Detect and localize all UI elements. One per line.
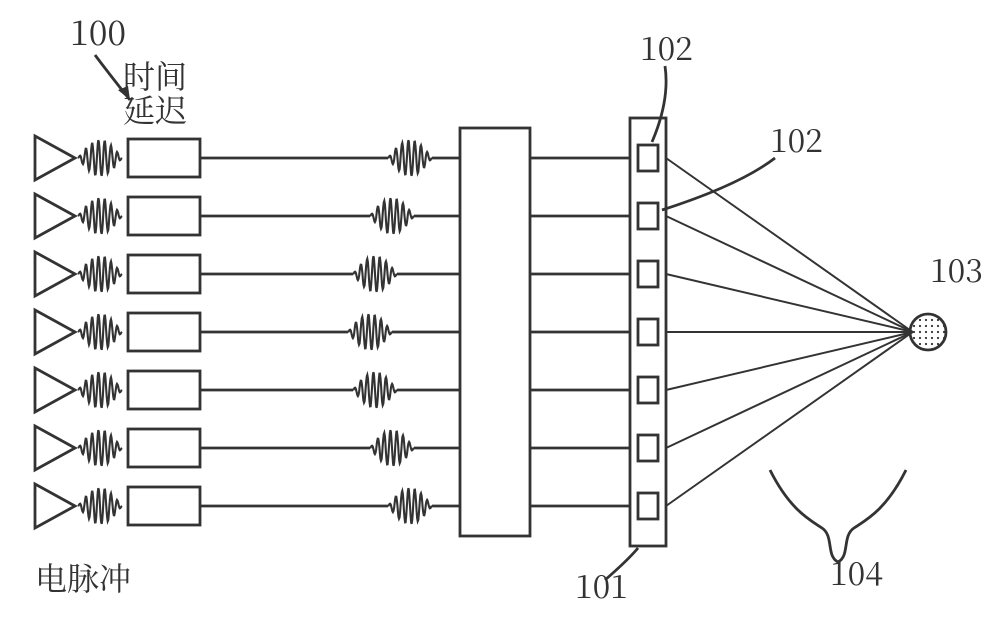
array-element — [638, 377, 658, 403]
leader-102-second — [662, 158, 775, 210]
beam-line — [666, 216, 913, 332]
figure-number-label: 100 — [70, 6, 126, 55]
burst-post-delay — [388, 140, 432, 176]
beam-line — [666, 332, 913, 448]
time-delay-label-2: 延迟 — [123, 86, 187, 132]
source-triangle — [35, 252, 75, 296]
burst-pre-delay — [78, 372, 122, 408]
ref-104: 104 — [830, 549, 883, 595]
delay-box — [128, 197, 200, 235]
array-element — [638, 435, 658, 461]
ref-102-second: 102 — [770, 116, 823, 162]
beam-line — [666, 274, 913, 332]
focal-point — [910, 314, 946, 350]
channel-3 — [35, 252, 913, 332]
burst-pre-delay — [78, 314, 122, 350]
burst-pre-delay — [78, 430, 122, 466]
ref-103: 103 — [930, 246, 983, 292]
source-triangle — [35, 310, 75, 354]
burst-post-delay — [353, 256, 397, 292]
array-element — [638, 203, 658, 229]
delay-box — [128, 487, 200, 525]
source-triangle — [35, 426, 75, 470]
channel-6 — [35, 332, 913, 470]
electrical-pulse-label: 电脉冲 — [35, 554, 131, 600]
burst-pre-delay — [78, 256, 122, 292]
beam-line — [666, 332, 913, 390]
delay-box — [128, 139, 200, 177]
burst-pre-delay — [78, 488, 122, 524]
transducer-array — [630, 118, 666, 546]
delay-box — [128, 255, 200, 293]
array-element — [638, 319, 658, 345]
burst-post-delay — [353, 372, 397, 408]
beam-line — [666, 332, 913, 506]
source-triangle — [35, 194, 75, 238]
leader-102-top — [652, 66, 666, 142]
channel-2 — [35, 194, 913, 332]
channel-4 — [35, 310, 913, 354]
array-element — [638, 493, 658, 519]
ref-102-top: 102 — [640, 24, 693, 70]
burst-post-delay — [348, 314, 392, 350]
source-triangle — [35, 136, 75, 180]
burst-post-delay — [370, 430, 414, 466]
delay-box — [128, 371, 200, 409]
delay-box — [128, 313, 200, 351]
burst-post-delay — [388, 488, 432, 524]
ref-101: 101 — [575, 562, 628, 608]
combiner-box — [460, 128, 530, 536]
source-triangle — [35, 368, 75, 412]
array-element — [638, 145, 658, 171]
beam-line — [666, 158, 913, 332]
channel-5 — [35, 332, 913, 412]
delay-box — [128, 429, 200, 467]
phased-array-diagram: 100时间延迟电脉冲102102103101104 — [0, 0, 1000, 622]
source-triangle — [35, 484, 75, 528]
burst-post-delay — [370, 198, 414, 234]
burst-pre-delay — [78, 140, 122, 176]
burst-pre-delay — [78, 198, 122, 234]
array-element — [638, 261, 658, 287]
